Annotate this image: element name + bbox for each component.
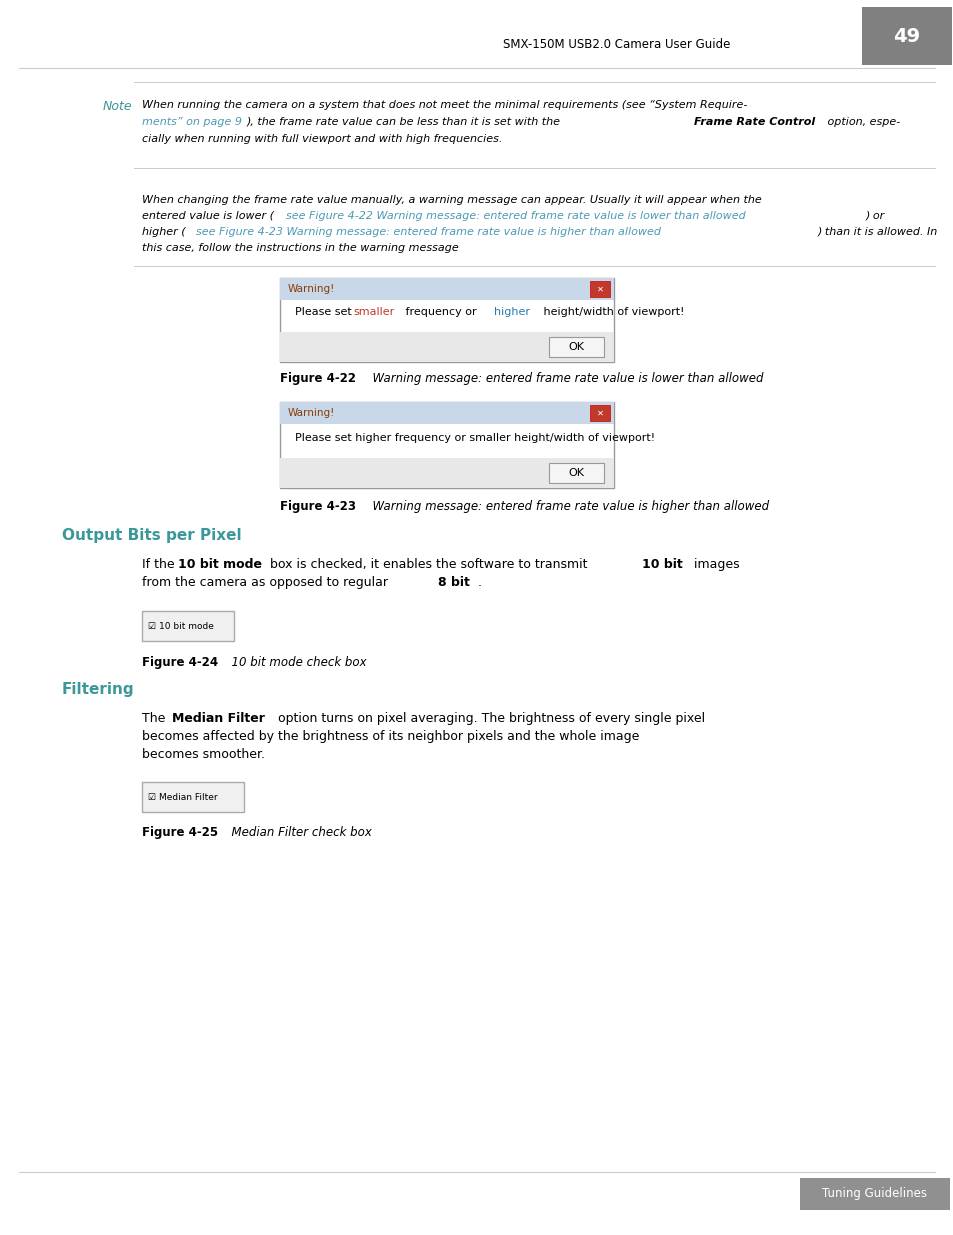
Text: 10 bit mode check box: 10 bit mode check box — [224, 656, 366, 669]
Text: Median Filter: Median Filter — [172, 713, 265, 725]
Text: 10 bit mode: 10 bit mode — [178, 558, 262, 571]
Text: becomes smoother.: becomes smoother. — [142, 748, 265, 761]
Text: ments” on page 9: ments” on page 9 — [142, 117, 242, 127]
Text: ✕: ✕ — [596, 284, 603, 294]
Text: ☑ 10 bit mode: ☑ 10 bit mode — [148, 621, 213, 631]
Text: ✕: ✕ — [596, 409, 603, 417]
Text: Note: Note — [102, 100, 132, 112]
Text: box is checked, it enables the software to transmit: box is checked, it enables the software … — [266, 558, 591, 571]
Text: Warning message: entered frame rate value is higher than allowed: Warning message: entered frame rate valu… — [365, 500, 768, 513]
Text: Frame Rate Control: Frame Rate Control — [693, 117, 815, 127]
Text: Figure 4-25: Figure 4-25 — [142, 826, 218, 839]
Text: 10 bit: 10 bit — [641, 558, 682, 571]
Text: Tuning Guidelines: Tuning Guidelines — [821, 1188, 926, 1200]
Text: see Figure 4-23 Warning message: entered frame rate value is higher than allowed: see Figure 4-23 Warning message: entered… — [195, 227, 660, 237]
Text: Warning!: Warning! — [288, 284, 335, 294]
Text: The: The — [142, 713, 170, 725]
Text: 8 bit: 8 bit — [437, 576, 470, 589]
FancyBboxPatch shape — [589, 405, 609, 421]
Text: Output Bits per Pixel: Output Bits per Pixel — [62, 529, 241, 543]
Text: Warning!: Warning! — [288, 408, 335, 417]
Text: Median Filter check box: Median Filter check box — [224, 826, 372, 839]
FancyBboxPatch shape — [280, 403, 614, 488]
Text: images: images — [689, 558, 739, 571]
Text: When changing the frame rate value manually, a warning message can appear. Usual: When changing the frame rate value manua… — [142, 195, 760, 205]
Text: cially when running with full viewport and with high frequencies.: cially when running with full viewport a… — [142, 135, 502, 144]
Text: smaller: smaller — [353, 308, 394, 317]
Text: ), the frame rate value can be less than it is set with the: ), the frame rate value can be less than… — [247, 117, 564, 127]
Text: .: . — [477, 576, 481, 589]
Text: Filtering: Filtering — [62, 682, 134, 697]
FancyBboxPatch shape — [142, 611, 233, 641]
Text: ☑ Median Filter: ☑ Median Filter — [148, 793, 217, 802]
FancyBboxPatch shape — [280, 332, 614, 362]
Text: from the camera as opposed to regular: from the camera as opposed to regular — [142, 576, 392, 589]
FancyBboxPatch shape — [142, 782, 244, 811]
Text: higher: higher — [494, 308, 530, 317]
Text: OK: OK — [568, 468, 584, 478]
Text: frequency or: frequency or — [401, 308, 479, 317]
Text: ) than it is allowed. In: ) than it is allowed. In — [817, 227, 937, 237]
Text: 49: 49 — [893, 26, 920, 46]
Text: When running the camera on a system that does not meet the minimal requirements : When running the camera on a system that… — [142, 100, 746, 110]
Text: Figure 4-23: Figure 4-23 — [280, 500, 355, 513]
Text: height/width of viewport!: height/width of viewport! — [539, 308, 684, 317]
Text: Please set: Please set — [294, 308, 355, 317]
Text: SMX-150M USB2.0 Camera User Guide: SMX-150M USB2.0 Camera User Guide — [502, 37, 729, 51]
FancyBboxPatch shape — [548, 337, 603, 357]
FancyBboxPatch shape — [862, 7, 951, 65]
FancyBboxPatch shape — [280, 278, 614, 300]
Text: Figure 4-24: Figure 4-24 — [142, 656, 218, 669]
FancyBboxPatch shape — [280, 403, 614, 424]
FancyBboxPatch shape — [280, 458, 614, 488]
Text: this case, follow the instructions in the warning message: this case, follow the instructions in th… — [142, 243, 458, 253]
Text: Warning message: entered frame rate value is lower than allowed: Warning message: entered frame rate valu… — [365, 372, 762, 385]
FancyBboxPatch shape — [589, 282, 609, 296]
Text: entered value is lower (: entered value is lower ( — [142, 211, 274, 221]
FancyBboxPatch shape — [548, 463, 603, 483]
Text: higher (: higher ( — [142, 227, 186, 237]
Text: OK: OK — [568, 342, 584, 352]
Text: see Figure 4-22 Warning message: entered frame rate value is lower than allowed: see Figure 4-22 Warning message: entered… — [286, 211, 745, 221]
Text: option, espe-: option, espe- — [823, 117, 900, 127]
Text: If the: If the — [142, 558, 178, 571]
Text: becomes affected by the brightness of its neighbor pixels and the whole image: becomes affected by the brightness of it… — [142, 730, 639, 743]
Text: ) or: ) or — [865, 211, 884, 221]
FancyBboxPatch shape — [800, 1178, 949, 1210]
Text: Figure 4-22: Figure 4-22 — [280, 372, 355, 385]
Text: option turns on pixel averaging. The brightness of every single pixel: option turns on pixel averaging. The bri… — [274, 713, 704, 725]
FancyBboxPatch shape — [280, 278, 614, 362]
Text: Please set higher frequency or smaller height/width of viewport!: Please set higher frequency or smaller h… — [294, 433, 655, 443]
